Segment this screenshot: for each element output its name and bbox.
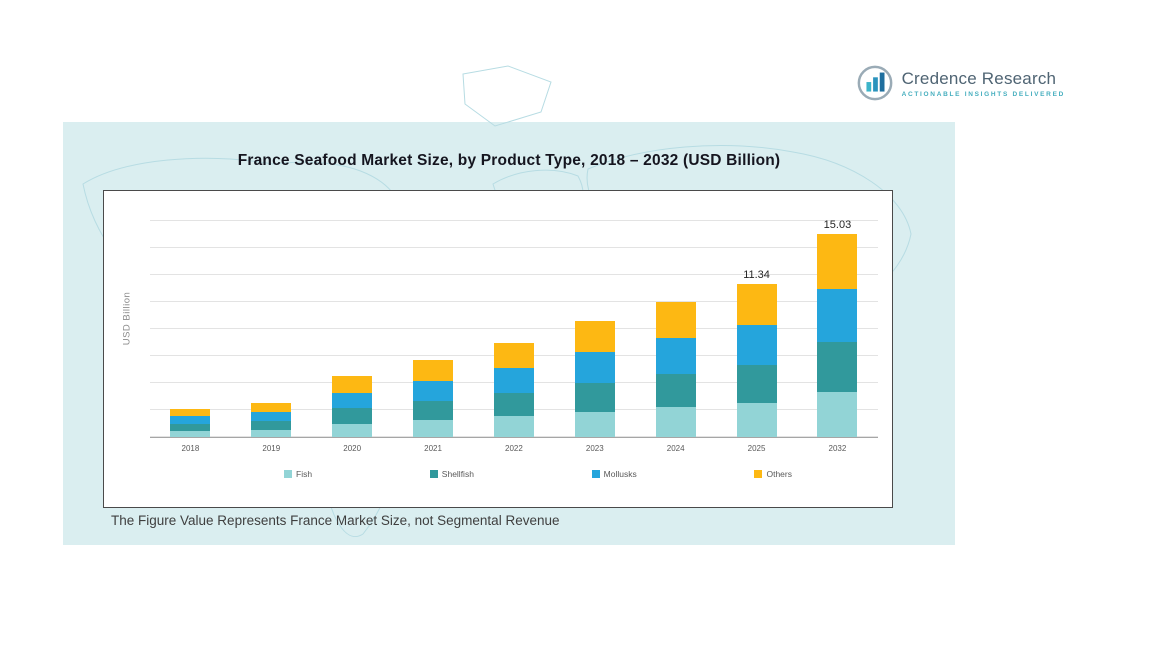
- bar-segment-others-2020: [332, 376, 373, 393]
- bar-2019: [251, 211, 292, 437]
- logo-bar-chart-icon: [857, 65, 892, 101]
- bar-2022: [493, 211, 534, 437]
- bar-segment-others-2019: [251, 403, 292, 413]
- bar-segment-fish-2023: [574, 411, 615, 437]
- footnote: The Figure Value Represents France Marke…: [111, 513, 560, 528]
- bar-2025: 11.34: [736, 211, 777, 437]
- plot-area: 11.34 15.03: [150, 211, 878, 438]
- chart-panel: France Seafood Market Size, by Product T…: [63, 65, 955, 545]
- logo-text: Credence Research Actionable Insights De…: [902, 69, 1065, 98]
- legend: Fish Shellfish Mollusks Others: [284, 469, 792, 479]
- bar-segment-mollusks-2032: [817, 288, 858, 342]
- bar-segment-shellfish-2020: [332, 408, 373, 424]
- x-tick-2024: 2024: [666, 444, 685, 453]
- x-tick-2021: 2021: [424, 444, 442, 453]
- legend-label-shellfish: Shellfish: [441, 469, 474, 479]
- bar-segment-others-2025: [736, 284, 777, 326]
- x-tick-2020: 2020: [343, 444, 362, 453]
- bar-segment-mollusks-2024: [655, 338, 696, 374]
- bar-segment-others-2022: [493, 342, 534, 369]
- bar-segment-fish-2021: [413, 420, 454, 437]
- bar-total-label-2032: 15.03: [823, 219, 852, 232]
- bar-segment-mollusks-2020: [332, 392, 373, 409]
- y-axis-label: USD Billion: [121, 291, 133, 346]
- legend-label-fish: Fish: [296, 469, 313, 479]
- bar-segment-fish-2032: [817, 392, 858, 437]
- bar-segment-shellfish-2019: [251, 421, 292, 430]
- chart-frame: USD Billion 11.34 15.03 2018 2019 2020 2021 2…: [103, 190, 893, 508]
- chart-title: France Seafood Market Size, by Product T…: [237, 152, 781, 169]
- x-axis-labels: 2018 2019 2020 2021 2022 2023 2024 2025 2032: [150, 444, 878, 453]
- bar-segment-shellfish-2022: [493, 392, 534, 417]
- bar-segment-shellfish-2032: [817, 341, 858, 393]
- bar-segment-fish-2018: [170, 430, 211, 437]
- bar-segment-mollusks-2022: [493, 368, 534, 393]
- legend-label-others: Others: [766, 469, 792, 479]
- bar-2032: 15.03: [817, 211, 858, 437]
- bar-segment-fish-2020: [332, 423, 373, 437]
- bar-segment-others-2021: [413, 360, 454, 381]
- chart-body: USD Billion 11.34 15.03: [104, 191, 892, 438]
- bar-segment-fish-2019: [251, 429, 292, 437]
- bar-segment-others-2023: [574, 321, 615, 353]
- bar-2020: [332, 211, 373, 437]
- bar-segment-shellfish-2018: [170, 423, 211, 431]
- legend-swatch-fish: [284, 470, 292, 478]
- bar-segment-mollusks-2021: [413, 380, 454, 401]
- bar-segment-fish-2024: [655, 407, 696, 437]
- legend-swatch-shellfish: [429, 470, 438, 478]
- x-tick-2019: 2019: [262, 444, 281, 453]
- x-tick-2018: 2018: [181, 444, 200, 453]
- x-tick-2025: 2025: [747, 444, 766, 453]
- bar-total-label-2025: 11.34: [743, 269, 770, 282]
- bar-segment-shellfish-2021: [413, 400, 454, 421]
- bar-2018: [170, 211, 211, 437]
- x-tick-2023: 2023: [585, 444, 604, 453]
- legend-label-mollusks: Mollusks: [603, 469, 637, 479]
- legend-swatch-mollusks: [591, 470, 600, 478]
- bar-segment-fish-2025: [736, 403, 777, 437]
- bar-segment-others-2032: [817, 234, 858, 289]
- legend-swatch-others: [754, 470, 763, 478]
- logo-tagline: Actionable Insights Delivered: [901, 90, 1065, 98]
- x-tick-2022: 2022: [505, 444, 523, 453]
- bar-segment-mollusks-2025: [736, 325, 777, 366]
- legend-item-others: Others: [754, 469, 792, 479]
- bar-segment-shellfish-2023: [574, 382, 615, 412]
- logo-brand-text: Credence Research: [901, 68, 1057, 88]
- bar-segment-others-2018: [170, 408, 211, 417]
- legend-item-fish: Fish: [284, 469, 312, 479]
- bar-segment-shellfish-2025: [736, 365, 777, 404]
- bar-2021: [413, 211, 454, 437]
- bar-2024: [655, 211, 696, 437]
- bar-segment-shellfish-2024: [655, 373, 696, 408]
- bar-segment-others-2024: [655, 301, 696, 339]
- bar-segment-fish-2022: [493, 416, 534, 437]
- bar-segment-mollusks-2019: [251, 412, 292, 422]
- bar-2023: [574, 211, 615, 437]
- x-tick-2032: 2032: [828, 444, 847, 453]
- legend-item-mollusks: Mollusks: [591, 469, 637, 479]
- legend-item-shellfish: Shellfish: [429, 469, 474, 479]
- bar-segment-mollusks-2023: [574, 352, 615, 383]
- bar-segment-mollusks-2018: [170, 416, 211, 424]
- logo: Credence Research Actionable Insights De…: [856, 64, 1065, 102]
